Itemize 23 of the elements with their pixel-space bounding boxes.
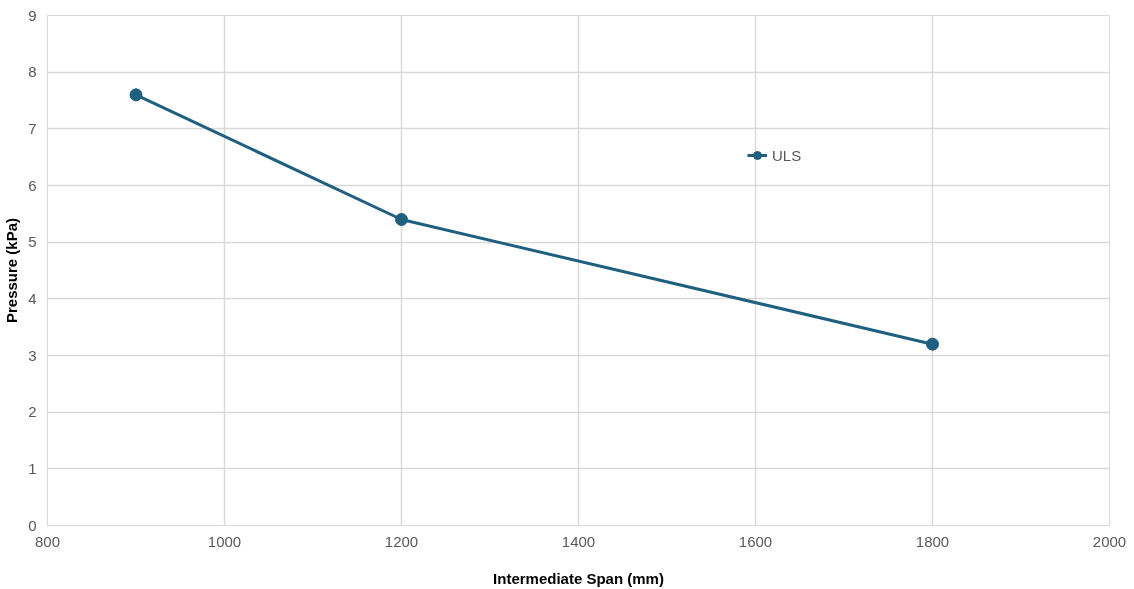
y-tick-label: 0 [28,516,37,534]
x-tick-label: 1800 [915,532,950,550]
y-tick-label: 6 [28,176,37,194]
y-tick-label: 2 [28,403,37,421]
x-tick-label: 1200 [384,532,419,550]
y-tick-label: 1 [28,459,37,477]
x-axis-title: Intermediate Span (mm) [493,569,664,587]
y-tick-label: 7 [28,119,37,137]
point [129,88,143,102]
y-tick-label: 4 [28,289,37,307]
y-tick-label: 5 [28,233,37,251]
x-tick-label: 1400 [561,532,596,550]
y-tick-label: 8 [28,63,37,81]
x-tick-label: 1000 [207,532,242,550]
legend-label: ULS [772,146,802,164]
x-tick-label: 800 [34,532,61,550]
point [395,213,408,226]
x-tick-label: 2000 [1092,532,1127,550]
y-tick-label: 9 [28,6,37,24]
x-tick-label: 1600 [738,532,773,550]
y-axis-title: Pressure (kPa) [3,217,21,324]
point [926,337,939,351]
y-tick-label: 3 [28,346,37,364]
